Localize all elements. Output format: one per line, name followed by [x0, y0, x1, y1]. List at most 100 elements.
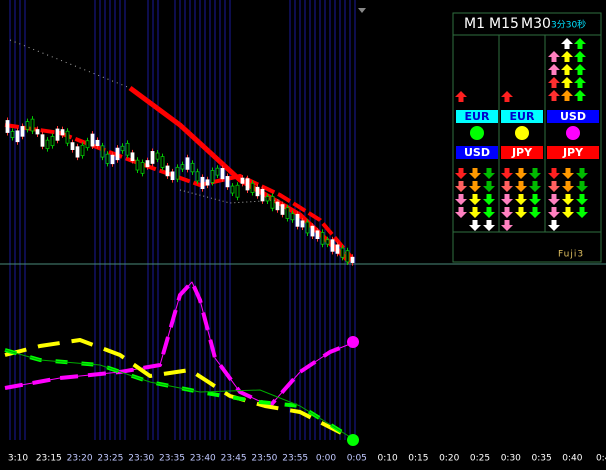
trend-arrow	[548, 194, 560, 205]
candle-body	[50, 136, 55, 147]
candle-body	[210, 170, 215, 183]
trend-arrow	[501, 220, 513, 231]
candle-body	[35, 129, 40, 135]
quote-currency: USD	[464, 146, 490, 159]
session-lines	[9, 0, 356, 440]
candle-body	[85, 140, 90, 149]
trend-arrow	[548, 220, 560, 231]
time-label: 0:15	[408, 454, 428, 464]
candle-body	[180, 164, 185, 170]
trend-arrow	[515, 168, 527, 179]
time-label: 23:20	[67, 454, 93, 464]
trend-arrow	[574, 64, 586, 75]
quote-bg	[547, 146, 599, 159]
trend-arrow	[469, 207, 481, 218]
time-axis: 3:10 23:15 23:20 23:25 23:30 23:35 23:40 23:45 2…	[8, 454, 606, 464]
end-dot	[347, 336, 359, 348]
candle-body	[135, 159, 140, 171]
timer: 3分30秒	[551, 19, 586, 31]
trend-arrow	[515, 194, 527, 205]
candle-body	[265, 196, 270, 202]
trend-arrow	[561, 90, 573, 101]
time-label: 23:50	[251, 454, 277, 464]
candle-body	[75, 146, 80, 158]
timeframe: M1	[464, 16, 485, 32]
status-dot	[470, 126, 484, 140]
candle-body	[300, 220, 305, 228]
trend-arrow	[529, 194, 541, 205]
candle-body	[5, 120, 10, 133]
trend-arrow	[483, 181, 495, 192]
time-label: 23:40	[190, 454, 216, 464]
time-label: 3:10	[8, 454, 28, 464]
trend-arrow	[483, 168, 495, 179]
line-usd	[4, 348, 357, 442]
time-label: 0:40	[562, 454, 582, 464]
candle-body	[70, 142, 75, 150]
candle-body	[125, 142, 130, 156]
candle-body	[245, 178, 250, 191]
candle-body	[80, 144, 85, 157]
candle-body	[335, 244, 340, 254]
candle-body	[150, 151, 155, 164]
candle-body	[315, 230, 320, 240]
candle-body	[195, 171, 200, 182]
trend-arrow	[529, 207, 541, 218]
candle-body	[155, 152, 160, 160]
candle-body	[350, 256, 355, 263]
candle-body	[90, 133, 95, 147]
trend-arrow	[562, 168, 574, 179]
candle-body	[320, 232, 325, 245]
candle-body	[110, 154, 115, 165]
candle-body	[215, 167, 220, 176]
quote-currency: JPY	[562, 146, 584, 159]
candle-body	[270, 196, 275, 209]
candle-body	[325, 239, 330, 245]
trend-arrow	[576, 181, 588, 192]
trend-arrow	[548, 51, 560, 62]
base-currency: EUR	[465, 110, 490, 123]
candle-body	[120, 145, 125, 152]
candle-body	[295, 213, 300, 227]
candle-body	[95, 139, 100, 147]
trend-arrow	[576, 168, 588, 179]
candle-body	[15, 130, 20, 143]
price-pane	[4, 39, 355, 266]
base-bg	[456, 110, 498, 123]
indicator-name: Fuji3	[558, 250, 584, 260]
trend-arrow	[501, 194, 513, 205]
trend-arrow	[501, 181, 513, 192]
trend-arrow	[483, 194, 495, 205]
status-dot	[515, 126, 529, 140]
trend-arrow	[501, 207, 513, 218]
time-label: 0:20	[439, 454, 459, 464]
candle-body	[170, 171, 175, 181]
trend-arrow	[548, 90, 560, 101]
time-label: 0:00	[316, 454, 336, 464]
candle-body	[205, 179, 210, 186]
candle-body	[55, 128, 60, 141]
candle-body	[160, 156, 165, 168]
candle-body	[225, 176, 230, 188]
trend-arrow	[574, 38, 586, 49]
candle-body	[340, 247, 345, 258]
candle-body	[20, 126, 25, 137]
trend-arrow	[469, 194, 481, 205]
candle-body	[140, 162, 145, 174]
trend-arrow	[455, 91, 467, 102]
candle-body	[255, 186, 260, 197]
trend-arrow	[501, 168, 513, 179]
trend-arrow	[455, 194, 467, 205]
trend-arrow	[469, 220, 481, 231]
candle-body	[45, 139, 50, 150]
line-eur	[4, 338, 356, 442]
candle-body	[260, 188, 265, 202]
quote-currency: JPY	[511, 146, 533, 159]
trend-arrow	[561, 51, 573, 62]
status-dot	[566, 126, 580, 140]
trend-arrow	[529, 181, 541, 192]
time-label: 0:05	[347, 454, 367, 464]
time-label: 23:55	[282, 454, 308, 464]
candle-body	[100, 145, 105, 158]
